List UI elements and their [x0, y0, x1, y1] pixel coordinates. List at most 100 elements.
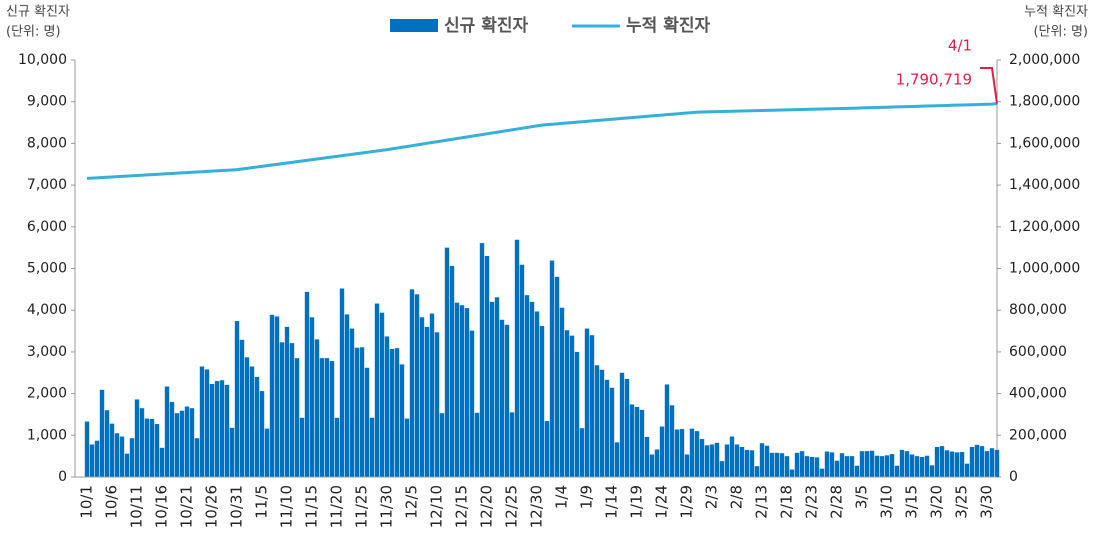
bar — [244, 357, 250, 477]
bar — [749, 450, 755, 477]
bar — [789, 469, 795, 477]
bar — [569, 335, 575, 477]
bar — [159, 447, 165, 477]
bar — [429, 313, 435, 477]
bar — [119, 436, 125, 477]
x-tick-label: 12/30 — [528, 485, 546, 528]
bar — [124, 453, 130, 477]
bar — [339, 288, 345, 477]
bar — [194, 438, 200, 477]
bar — [389, 348, 395, 477]
x-tick-label: 12/15 — [453, 485, 471, 528]
y-tick-label: 9,000 — [27, 94, 67, 110]
bar — [474, 412, 480, 477]
bar — [324, 358, 330, 477]
bar — [344, 314, 350, 477]
bar — [769, 452, 775, 477]
bar — [274, 316, 280, 477]
bar — [579, 428, 585, 477]
bar — [329, 361, 335, 477]
x-tick-label: 11/20 — [328, 485, 346, 528]
bar — [839, 453, 845, 477]
x-tick-label: 2/23 — [803, 485, 821, 519]
bar — [989, 448, 995, 477]
bar — [744, 449, 750, 477]
bar — [984, 451, 990, 477]
y-tick-label: 0 — [58, 469, 67, 485]
bar — [594, 365, 600, 477]
bar — [379, 312, 385, 477]
bar — [454, 302, 460, 477]
bar — [459, 305, 465, 477]
bar — [494, 297, 500, 477]
bar — [654, 449, 660, 477]
x-tick-label: 1/4 — [553, 485, 571, 509]
bar — [874, 455, 880, 477]
bar — [364, 367, 370, 477]
y2-tick-label: 0 — [1009, 469, 1018, 485]
bar — [469, 330, 475, 477]
x-tick-label: 12/10 — [428, 485, 446, 528]
bar — [94, 440, 100, 477]
x-tick-label: 1/24 — [653, 485, 671, 519]
bar — [709, 444, 715, 477]
bar — [904, 451, 910, 477]
bar — [899, 449, 905, 477]
bar — [829, 452, 835, 477]
bar — [84, 421, 90, 477]
bar — [959, 451, 965, 477]
bar — [804, 456, 810, 477]
bar — [849, 456, 855, 477]
bar — [759, 443, 765, 477]
bar — [764, 445, 770, 477]
bar — [589, 335, 595, 477]
bar — [164, 386, 170, 477]
bar — [294, 358, 300, 477]
bar — [644, 436, 650, 477]
y2-tick-label: 1,800,000 — [1009, 94, 1080, 110]
y-tick-label: 6,000 — [27, 219, 67, 235]
x-tick-label: 3/5 — [853, 485, 871, 509]
bar — [639, 409, 645, 477]
bar — [514, 239, 520, 477]
bar — [264, 428, 270, 477]
bar — [404, 418, 410, 477]
y-tick-label: 5,000 — [27, 261, 67, 277]
annotation-leader — [980, 67, 998, 104]
bar — [289, 343, 295, 477]
bar — [534, 311, 540, 477]
bar — [844, 456, 850, 477]
x-tick-label: 3/15 — [903, 485, 921, 519]
x-tick-label: 1/19 — [628, 485, 646, 519]
x-tick-label: 3/25 — [953, 485, 971, 519]
bar — [834, 460, 840, 477]
bar — [824, 451, 830, 477]
bar — [259, 391, 265, 477]
bar — [269, 314, 275, 477]
bar — [724, 444, 730, 477]
bar — [784, 456, 790, 477]
bar — [529, 301, 535, 477]
bar — [634, 406, 640, 477]
bar — [864, 451, 870, 477]
bar — [974, 444, 980, 477]
y2-tick-label: 1,000,000 — [1009, 261, 1080, 277]
bar — [799, 451, 805, 477]
bar — [134, 399, 140, 477]
bar — [354, 347, 360, 477]
annotation-value: 1,790,719 — [896, 71, 972, 89]
bar — [224, 384, 230, 477]
bar — [884, 455, 890, 477]
y2-tick-label: 1,200,000 — [1009, 219, 1080, 235]
x-tick-label: 3/10 — [878, 485, 896, 519]
bar — [149, 419, 155, 477]
bar — [519, 264, 525, 477]
bar — [174, 413, 180, 477]
bar — [934, 446, 940, 477]
x-tick-label: 11/15 — [303, 485, 321, 528]
bar — [574, 351, 580, 477]
bar — [879, 456, 885, 477]
bar — [434, 332, 440, 477]
bar — [739, 446, 745, 477]
